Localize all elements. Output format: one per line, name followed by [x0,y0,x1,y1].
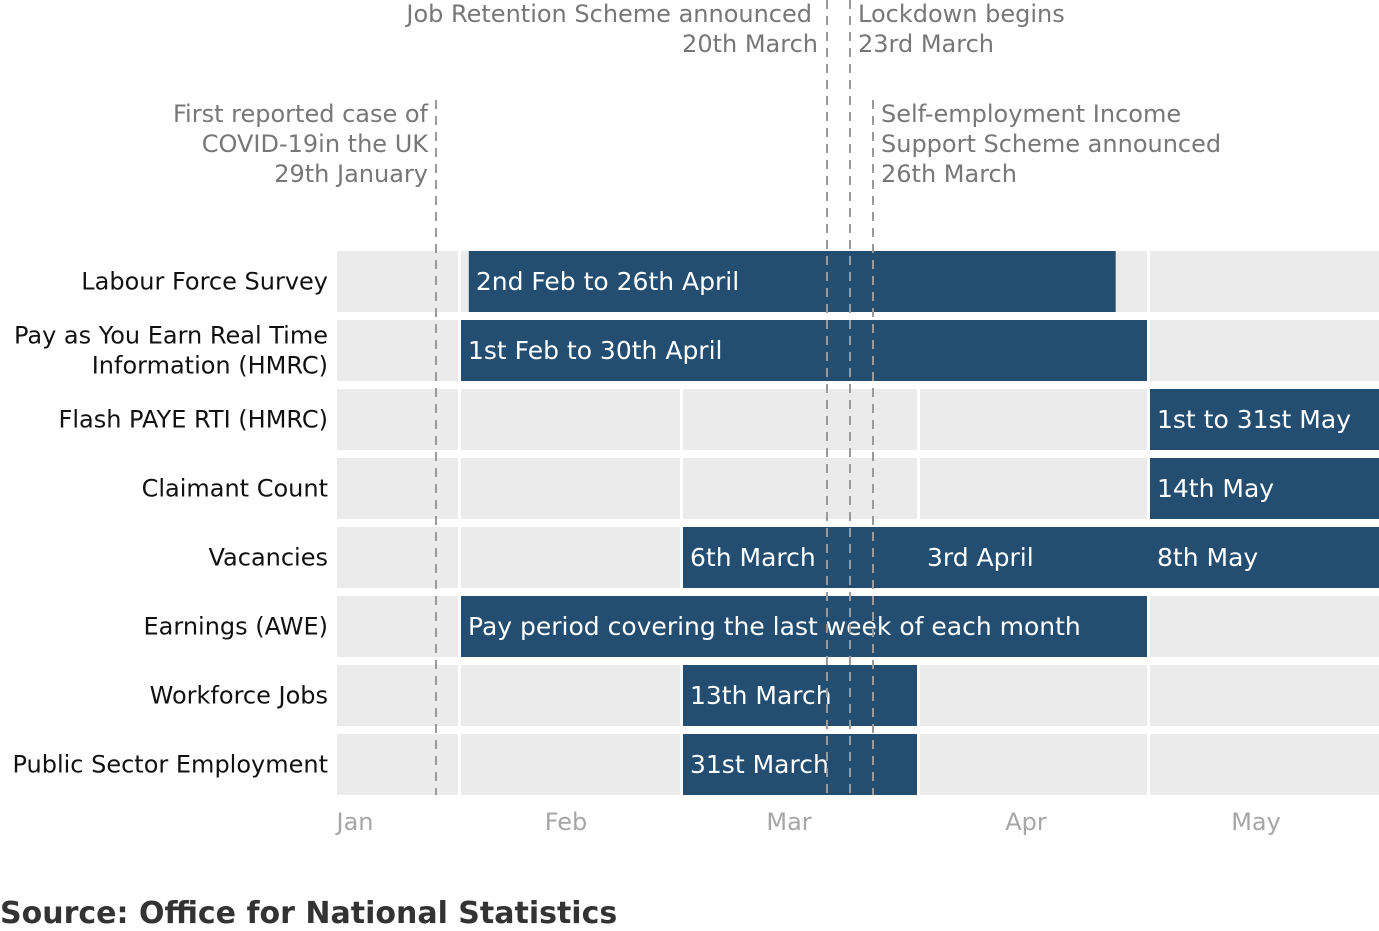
bar-label: 31st March [690,750,829,779]
row-background-cell [461,527,680,588]
row-background-cell [1150,251,1379,312]
row-label: Information (HMRC) [92,352,328,380]
row-label: Flash PAYE RTI (HMRC) [59,406,328,434]
bar-label: 8th May [1157,543,1258,572]
row-background-cell [461,389,680,450]
bar-label: 3rd April [927,543,1034,572]
row-background-cell [337,389,458,450]
event-annotation: Lockdown begins [858,0,1065,28]
row-background-cell [337,251,458,312]
row-background-cell [337,734,458,795]
event-annotation: Support Scheme announced [881,130,1221,158]
bar-label: 2nd Feb to 26th April [476,267,739,296]
row-label: Public Sector Employment [12,751,328,779]
month-tick-label: Apr [1005,808,1047,836]
bar [1150,389,1379,450]
row-background-cell [920,389,1147,450]
event-annotation: 20th March [682,30,818,58]
row-background-cell [337,458,458,519]
bar-label: Pay period covering the last week of eac… [468,612,1081,641]
bar [461,596,1147,657]
month-tick-label: May [1231,808,1281,836]
event-annotation: COVID-19in the UK [202,130,429,158]
row-background-cell [337,596,458,657]
bar [683,527,1379,588]
row-background-cell [1150,665,1379,726]
bar [683,734,917,795]
event-annotation: 29th January [274,160,428,188]
row-background-cell [683,458,917,519]
event-annotation: Job Retention Scheme announced [404,0,812,28]
row-background-cell [920,458,1147,519]
row-label: Pay as You Earn Real Time [14,322,328,350]
row-label: Vacancies [208,544,328,572]
bar-label: 1st Feb to 30th April [468,336,722,365]
row-background-cell [461,665,680,726]
source-note: Source: Office for National Statistics [0,896,618,931]
row-background-cell [461,734,680,795]
row-background-cell [920,734,1147,795]
row-label: Workforce Jobs [150,682,328,710]
row-background-cell [1150,734,1379,795]
row-label: Earnings (AWE) [144,613,329,641]
row-background-cell [683,389,917,450]
row-background-cell [920,665,1147,726]
bar [468,251,1116,312]
month-tick-label: Mar [766,808,811,836]
bar-label: 6th March [690,543,816,572]
timeline-chart: Labour Force Survey Pay as You Earn Real … [12,0,1379,836]
row-background-cell [1150,596,1379,657]
event-annotation: First reported case of [173,100,429,128]
bar [461,320,1147,381]
event-annotation: Self-employment Income [881,100,1181,128]
bar-label: 1st to 31st May [1157,405,1351,434]
row-label: Claimant Count [142,475,328,503]
month-tick-label: Jan [335,808,374,836]
bar-label: 14th May [1157,474,1274,503]
row-background-cell [461,458,680,519]
bar [1150,458,1379,519]
row-background-cell [337,665,458,726]
row-background-cell [337,527,458,588]
row-background-cell [337,320,458,381]
bar [683,665,917,726]
event-annotation: 26th March [881,160,1017,188]
row-background-cell [1150,320,1379,381]
month-tick-label: Feb [545,808,588,836]
bar-label: 13th March [690,681,832,710]
row-label: Labour Force Survey [81,268,328,296]
event-annotation: 23rd March [858,30,994,58]
